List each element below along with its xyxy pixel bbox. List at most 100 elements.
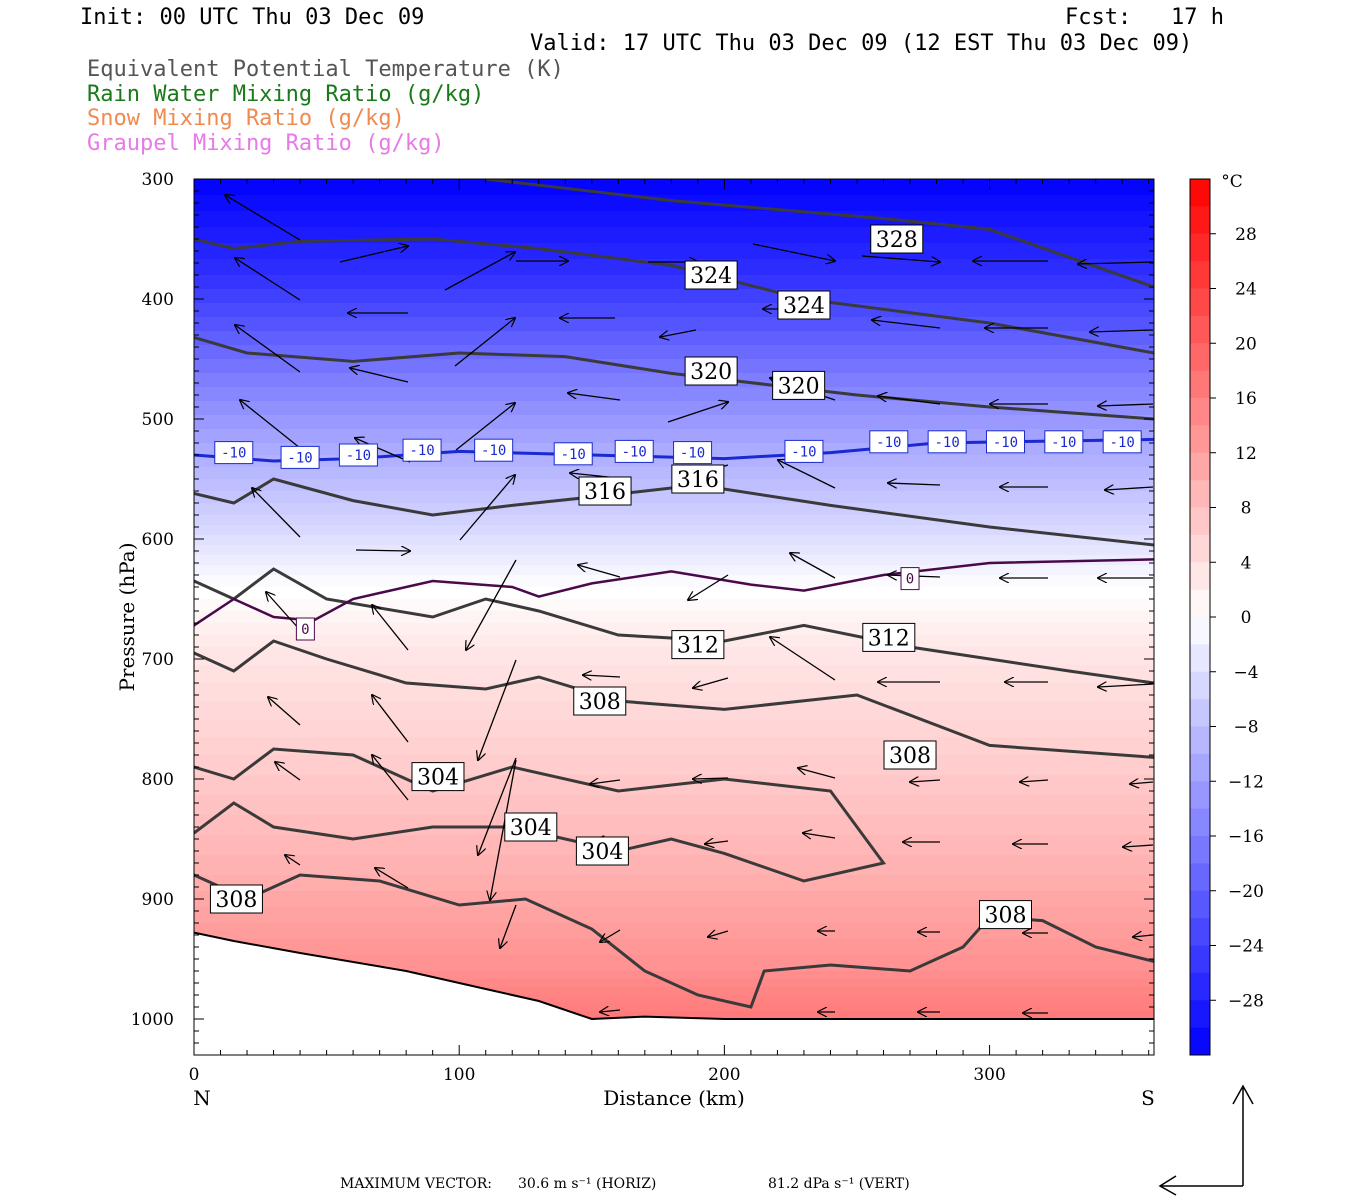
isotherm-label: -10 — [346, 448, 371, 464]
wind-vector — [350, 368, 409, 383]
y-tick-label: 700 — [142, 650, 174, 670]
max-vector-label: MAXIMUM VECTOR: — [340, 1176, 492, 1192]
wind-vector — [459, 475, 515, 541]
wind-vector — [1105, 487, 1154, 490]
colorbar-swatch — [1190, 315, 1210, 344]
wind-vector — [268, 697, 301, 726]
colorbar-tick-label: 16 — [1235, 389, 1257, 409]
isotherm-label-box — [614, 439, 654, 463]
shade-band — [194, 179, 1154, 196]
colorbar-swatch — [1190, 507, 1210, 536]
isotherm-zero-label-box — [295, 617, 315, 641]
theta-e-label: 324 — [690, 264, 732, 289]
theta-e-label-box — [671, 630, 725, 660]
wind-vector — [454, 318, 515, 367]
shade-band — [194, 875, 1154, 892]
shade-band — [194, 815, 1154, 836]
wind-vector — [355, 550, 410, 551]
shade-band — [194, 587, 1154, 600]
shade-band — [194, 939, 1154, 956]
colorbar-swatch — [1190, 1000, 1210, 1029]
wind-vector — [466, 559, 517, 650]
wind-vector — [372, 695, 409, 743]
theta-e-label-box — [684, 260, 738, 290]
wind-vector — [1098, 684, 1154, 687]
shade-band — [194, 303, 1154, 318]
isotherm-label-box — [338, 443, 378, 467]
colorbar-tick-label: 8 — [1241, 499, 1252, 519]
isotherm-label: -10 — [993, 435, 1018, 451]
wind-vector — [861, 255, 940, 262]
shade-band — [194, 755, 1154, 776]
theta-e-label-box — [883, 740, 937, 770]
theta-e-label-box — [862, 622, 916, 652]
wind-vector — [225, 195, 301, 241]
shade-band — [194, 415, 1154, 430]
wind-vector — [1130, 782, 1154, 784]
shade-band — [194, 373, 1154, 388]
wind-vector — [285, 855, 301, 866]
theta-e-label: 308 — [889, 744, 931, 769]
isotherm-label-box — [280, 445, 320, 469]
shade-band — [194, 195, 1154, 212]
colorbar-tick-label: −20 — [1228, 882, 1264, 902]
theta-e-label: 320 — [690, 360, 732, 385]
theta-e-label: 308 — [579, 690, 621, 715]
theta-e-label-box — [575, 836, 629, 866]
theta-e-label: 316 — [584, 480, 626, 505]
isotherm-label: -10 — [409, 443, 434, 459]
colorbar-tick-label: 4 — [1241, 553, 1252, 573]
field-label-rain: Rain Water Mixing Ratio (g/kg) — [87, 82, 485, 107]
theta-e-label: 320 — [778, 374, 820, 399]
shade-band — [194, 359, 1154, 374]
wind-vector — [500, 904, 517, 948]
wind-vector — [266, 592, 301, 631]
shade-band — [194, 971, 1154, 980]
colorbar-tick-label: −4 — [1233, 663, 1258, 683]
shade-band — [194, 289, 1154, 304]
isotherm-zero — [194, 558, 1154, 627]
shade-band — [194, 317, 1154, 332]
isotherm-label: -10 — [561, 447, 586, 463]
x-tick-label: 300 — [973, 1065, 1005, 1085]
field-label-snow: Snow Mixing Ratio (g/kg) — [87, 106, 405, 131]
x-right-end-label: S — [1141, 1086, 1155, 1110]
wind-vector — [1078, 262, 1154, 264]
x-axis-label: Distance (km) — [603, 1086, 745, 1110]
colorbar-tick-label: 24 — [1235, 280, 1257, 300]
wind-vector — [708, 931, 729, 937]
wind-vector — [1020, 780, 1049, 782]
isotherm-label-box — [784, 439, 824, 463]
colorbar-swatch — [1190, 1027, 1210, 1056]
shade-band — [194, 555, 1154, 566]
theta-e-label: 312 — [677, 634, 719, 659]
shade-band — [194, 401, 1154, 416]
colorbar-swatch — [1190, 863, 1210, 892]
wind-vector — [455, 403, 515, 451]
colorbar-swatch — [1190, 452, 1210, 481]
colorbar-swatch — [1190, 562, 1210, 591]
wind-vector — [578, 565, 621, 578]
theta-e-label-box — [978, 900, 1032, 930]
colorbar-tick-label: 0 — [1241, 608, 1252, 628]
shade-band — [194, 243, 1154, 260]
isotherm-label-box — [402, 438, 442, 462]
wind-vector — [478, 659, 517, 760]
shade-band — [194, 525, 1154, 536]
isotherm-label: -10 — [622, 444, 647, 460]
wind-vector — [693, 778, 729, 779]
theta-e-label-box — [578, 476, 632, 506]
wind-vector — [770, 637, 836, 681]
theta-e-label: 316 — [677, 468, 719, 493]
x-left-end-label: N — [193, 1086, 211, 1110]
shade-band — [194, 515, 1154, 526]
isotherm-label: -10 — [221, 446, 246, 462]
shade-band — [194, 835, 1154, 856]
colorbar-swatch — [1190, 836, 1210, 864]
theta-e-contour — [194, 639, 1154, 759]
max-vector-vert: 81.2 dPa s⁻¹ (VERT) — [768, 1176, 910, 1192]
wind-vector — [375, 868, 409, 889]
colorbar-swatch — [1190, 261, 1210, 289]
theta-e-label: 308 — [215, 888, 257, 913]
